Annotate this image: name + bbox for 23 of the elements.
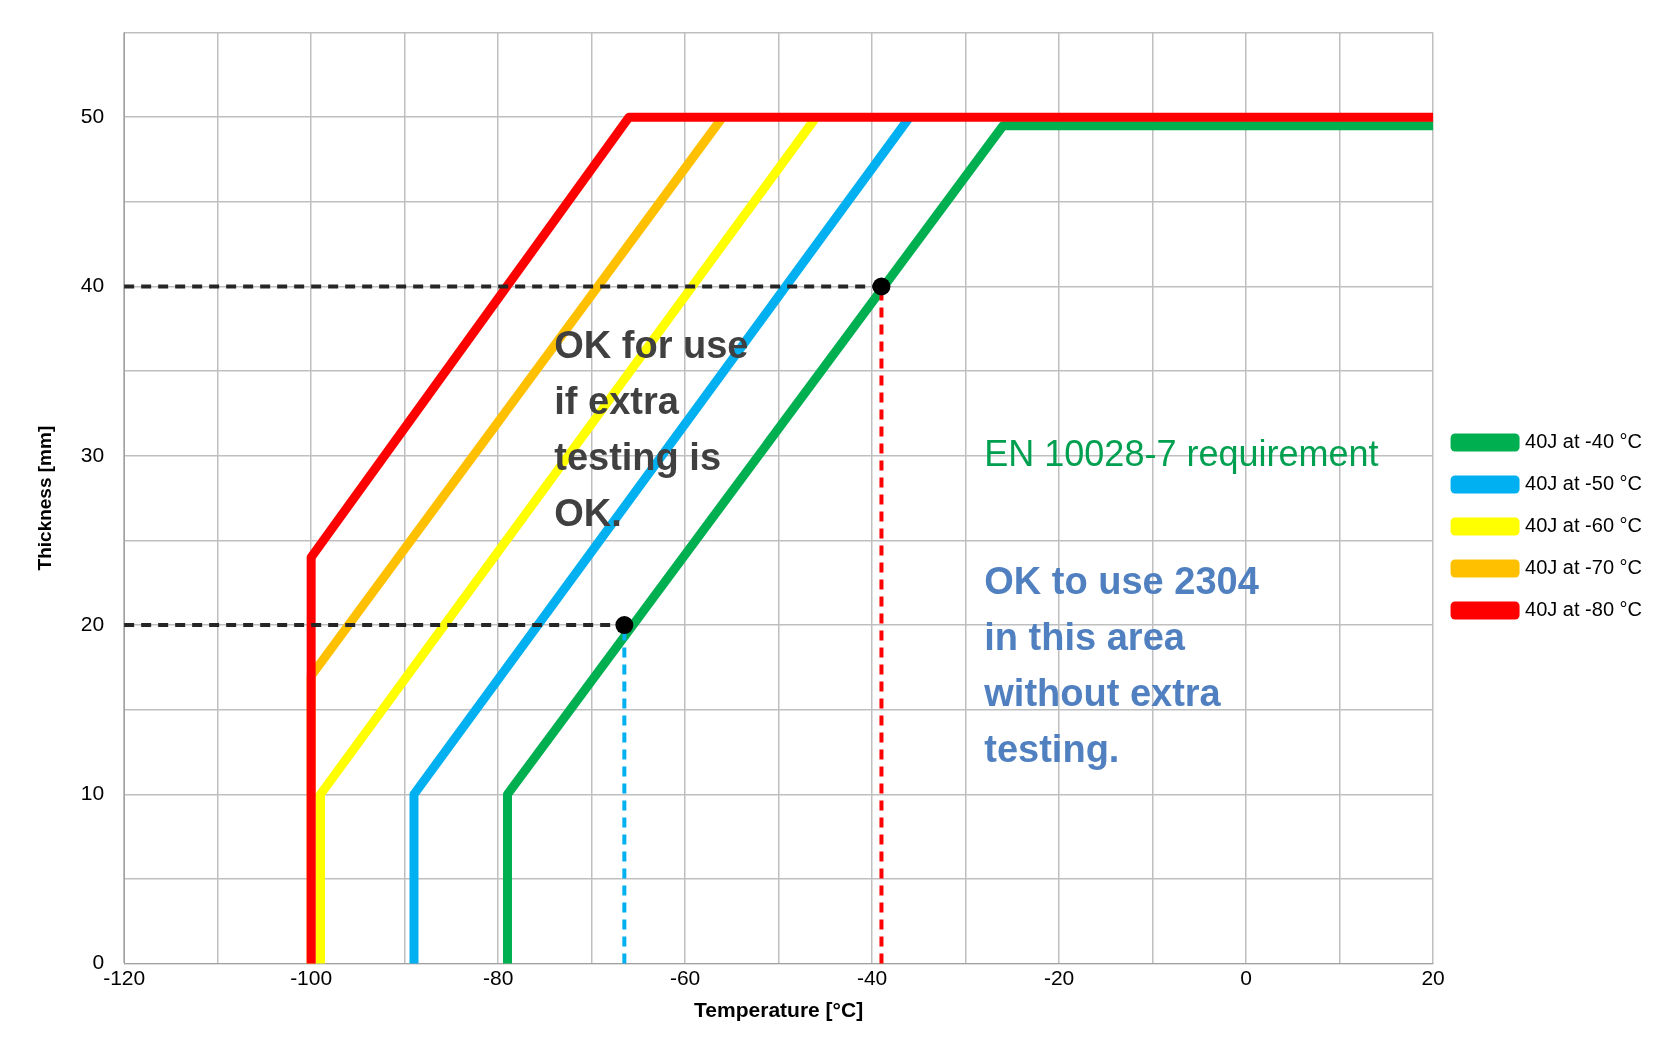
x-axis-title: Temperature [°C]: [694, 998, 864, 1022]
x-tick-label: -60: [669, 966, 701, 989]
x-tick-label: 20: [1421, 966, 1445, 989]
legend-label: 40J at -70 °C: [1525, 556, 1643, 579]
x-tick-label: -100: [290, 966, 333, 989]
x-tick-label: 0: [1240, 966, 1252, 989]
y-axis-title: Thickness [mm]: [33, 425, 55, 571]
y-tick-label: 30: [80, 442, 105, 466]
x-tick-label: -120: [103, 966, 146, 989]
x-tick-label: -40: [856, 966, 888, 989]
legend-label: 40J at -50 °C: [1525, 472, 1643, 495]
y-tick-label: 20: [80, 611, 105, 635]
x-tick-label: -20: [1043, 966, 1075, 989]
legend-label: 40J at -60 °C: [1525, 514, 1643, 537]
y-tick-label: 40: [80, 273, 105, 297]
legend-label: 40J at -40 °C: [1525, 430, 1643, 453]
legend-label: 40J at -80 °C: [1525, 598, 1643, 621]
annotation: EN 10028-7 requirement: [984, 432, 1379, 474]
y-tick-label: 10: [80, 781, 105, 805]
y-tick-label: 50: [80, 104, 105, 128]
annotation: OK to use 2304 in this area without extra testing.: [983, 559, 1259, 770]
y-tick-label: 0: [92, 950, 105, 974]
x-tick-label: -80: [482, 966, 514, 989]
